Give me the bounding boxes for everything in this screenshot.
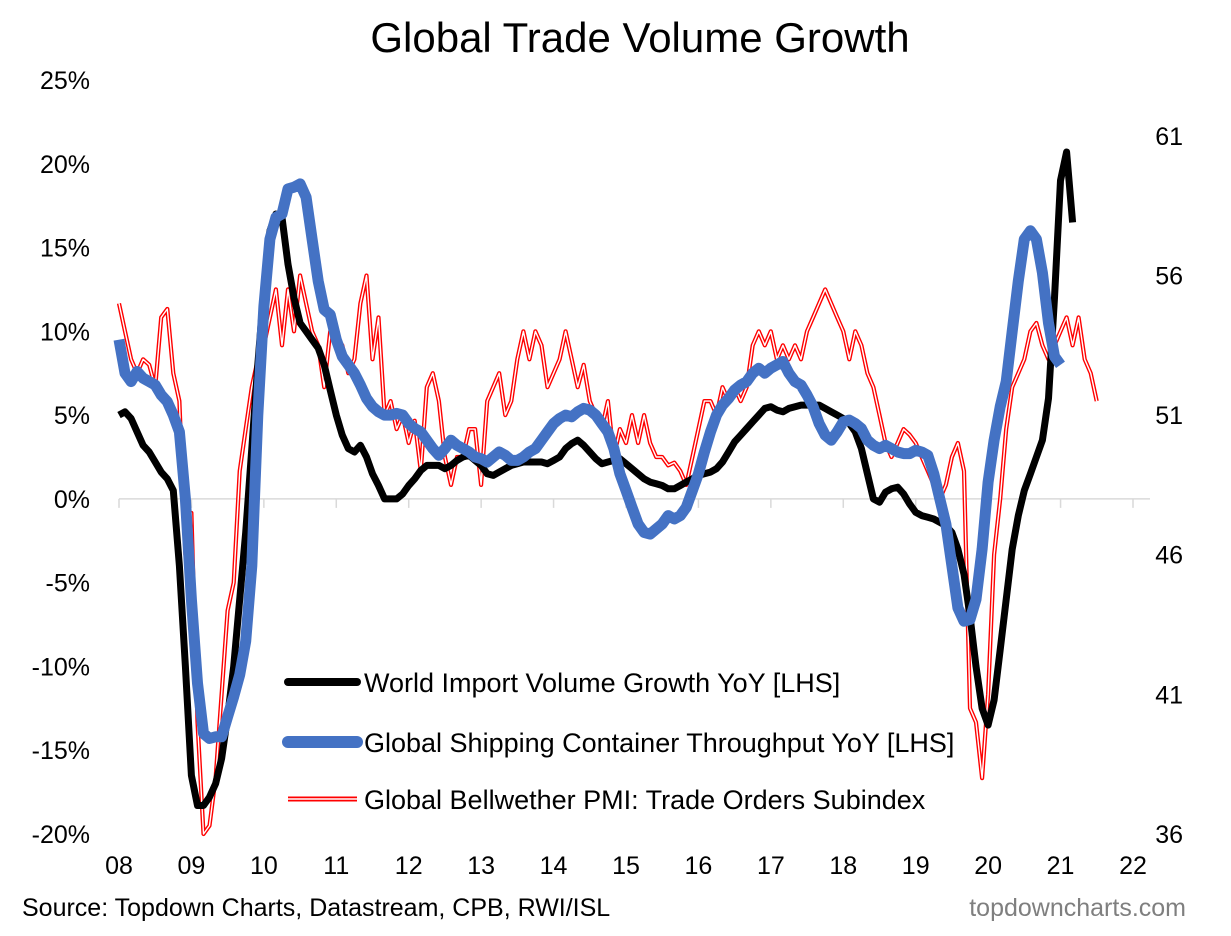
left-y-tick-label: 15% <box>40 235 90 263</box>
x-tick-label: 11 <box>323 852 349 880</box>
x-tick-label: 22 <box>1119 852 1147 880</box>
x-axis: 08 09 10 11 12 13 14 15 16 17 18 19 20 21 22 <box>105 498 1150 880</box>
left-y-axis: 25% 20% 15% 10% 5% 0% -5% -10% -15% -20% <box>32 67 90 849</box>
left-y-tick-label: 10% <box>40 318 90 346</box>
right-y-tick-label: 51 <box>1155 402 1183 430</box>
legend: World Import Volume Growth YoY [LHS] Glob… <box>282 668 954 815</box>
legend-label: World Import Volume Growth YoY [LHS] <box>364 668 840 698</box>
source-note: Source: Topdown Charts, Datastream, CPB,… <box>22 894 610 922</box>
x-tick-label: 18 <box>829 852 857 880</box>
right-y-tick-label: 36 <box>1155 821 1183 849</box>
x-tick-label: 09 <box>178 852 206 880</box>
x-tick-label: 08 <box>105 852 133 880</box>
plot-area <box>113 148 1099 837</box>
right-y-tick-label: 61 <box>1155 123 1183 151</box>
left-y-tick-label: -20% <box>32 821 90 849</box>
right-y-tick-label: 56 <box>1155 262 1183 290</box>
right-y-tick-label: 41 <box>1155 681 1183 709</box>
x-tick-label: 17 <box>757 852 785 880</box>
x-tick-label: 19 <box>902 852 930 880</box>
right-y-tick-label: 46 <box>1155 542 1183 570</box>
left-y-tick-label: 5% <box>54 402 90 430</box>
left-y-tick-label: -5% <box>46 570 90 598</box>
left-y-tick-label: 0% <box>54 486 90 514</box>
left-y-tick-label: -10% <box>32 653 90 681</box>
legend-label: Global Bellwether PMI: Trade Orders Subi… <box>364 785 926 815</box>
chart-title: Global Trade Volume Growth <box>370 14 909 61</box>
x-tick-label: 15 <box>612 852 640 880</box>
brand-watermark: topdowncharts.com <box>969 894 1186 922</box>
right-y-axis: 61 56 51 46 41 36 <box>1155 123 1183 849</box>
x-tick-label: 13 <box>467 852 495 880</box>
left-y-tick-label: 25% <box>40 67 90 95</box>
legend-label: Global Shipping Container Throughput YoY… <box>364 728 954 758</box>
x-tick-label: 14 <box>540 852 568 880</box>
series-line-container-throughput <box>113 178 1065 744</box>
left-y-tick-label: 20% <box>40 151 90 179</box>
x-tick-label: 21 <box>1047 852 1075 880</box>
x-tick-label: 16 <box>685 852 713 880</box>
x-tick-label: 10 <box>250 852 278 880</box>
x-tick-label: 20 <box>974 852 1002 880</box>
x-tick-label: 12 <box>395 852 423 880</box>
left-y-tick-label: -15% <box>32 737 90 765</box>
